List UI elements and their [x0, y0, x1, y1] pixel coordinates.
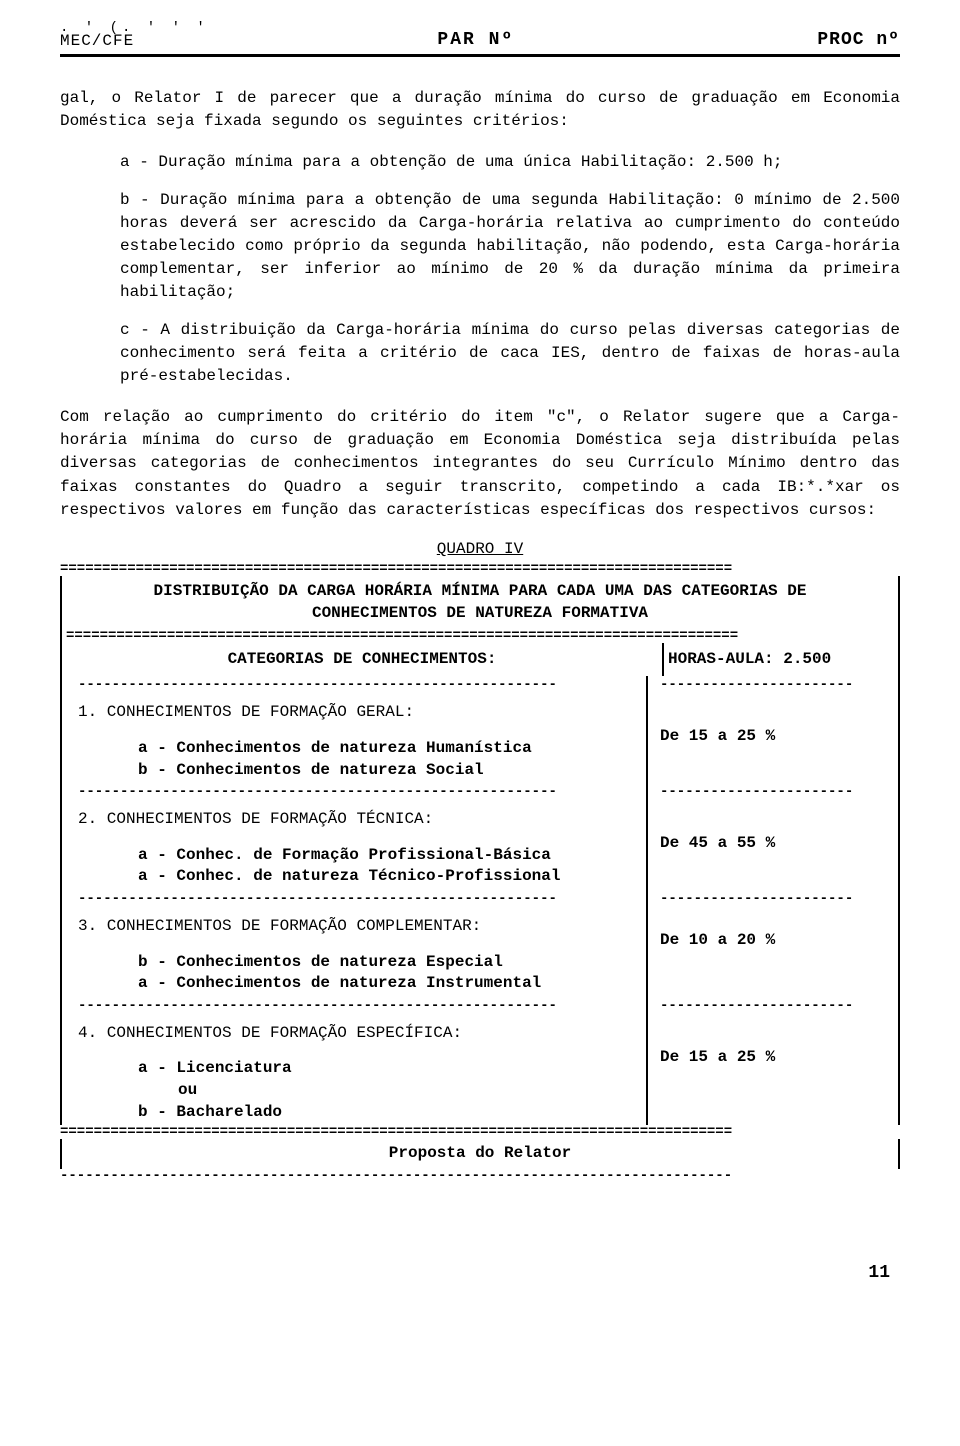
section-4: 4. CONHECIMENTOS DE FORMAÇÃO ESPECÍFICA:…: [60, 1015, 900, 1125]
section-3: 3. CONHECIMENTOS DE FORMAÇÃO COMPLEMENTA…: [60, 908, 900, 997]
section-3-a: b - Conhecimentos de natureza Especial: [78, 952, 638, 974]
separator-bottom-double: ========================================…: [60, 1125, 900, 1139]
table-title-line2: CONHECIMENTOS DE NATUREZA FORMATIVA: [312, 604, 648, 622]
separator-sec2: ----------------------------------------…: [60, 890, 900, 908]
separator-sec1: ----------------------------------------…: [60, 783, 900, 801]
proposta-row: Proposta do Relator: [60, 1139, 900, 1169]
separator-title-bottom: ========================================…: [60, 629, 900, 643]
header-left: MEC/CFE: [60, 32, 134, 50]
section-2-head: 2. CONHECIMENTOS DE FORMAÇÃO TÉCNICA:: [78, 803, 638, 835]
sep-left: ----------------------------------------…: [62, 676, 646, 694]
section-3-b: a - Conhecimentos de natureza Instrument…: [78, 973, 638, 995]
distribution-table: ========================================…: [60, 562, 900, 1183]
table-header-row: CATEGORIAS DE CONHECIMENTOS: HORAS-AULA:…: [60, 643, 900, 677]
section-1-a: a - Conhecimentos de natureza Humanístic…: [78, 738, 638, 760]
criteria-item-a: a - Duração mínima para a obtenção de um…: [120, 151, 900, 174]
separator-sec3: ----------------------------------------…: [60, 997, 900, 1015]
section-2-b: a - Conhec. de natureza Técnico-Profissi…: [78, 866, 638, 888]
sep-left-1: ----------------------------------------…: [62, 783, 646, 801]
table-title-line1: DISTRIBUIÇÃO DA CARGA HORÁRIA MÍNIMA PAR…: [154, 582, 807, 600]
paragraph-relacao: Com relação ao cumprimento do critério d…: [60, 406, 900, 522]
sep-left-2: ----------------------------------------…: [62, 890, 646, 908]
sep-right-1: -----------------------: [646, 783, 898, 801]
section-1-hours: De 15 a 25 %: [660, 696, 890, 748]
sep-left-3: ----------------------------------------…: [62, 997, 646, 1015]
criteria-item-b: b - Duração mínima para a obtenção de um…: [120, 189, 900, 305]
separator-header: ----------------------------------------…: [60, 676, 900, 694]
sep-right-3: -----------------------: [646, 997, 898, 1015]
section-4-head: 4. CONHECIMENTOS DE FORMAÇÃO ESPECÍFICA:: [78, 1017, 638, 1049]
criteria-item-c: c - A distribuição da Carga-horária míni…: [120, 319, 900, 389]
paragraph-intro: gal, o Relator I de parecer que a duraçã…: [60, 87, 900, 133]
page-number: 11: [60, 1263, 900, 1283]
separator-final: ----------------------------------------…: [60, 1169, 900, 1183]
section-4-a: a - Licenciatura: [78, 1058, 638, 1080]
section-2-hours: De 45 a 55 %: [660, 803, 890, 855]
section-1-b: b - Conhecimentos de natureza Social: [78, 760, 638, 782]
sep-right-2: -----------------------: [646, 890, 898, 908]
table-title: DISTRIBUIÇÃO DA CARGA HORÁRIA MÍNIMA PAR…: [60, 576, 900, 629]
section-4-ou: ou: [78, 1080, 638, 1102]
col-header-categories: CATEGORIAS DE CONHECIMENTOS:: [62, 643, 662, 677]
section-2: 2. CONHECIMENTOS DE FORMAÇÃO TÉCNICA: a …: [60, 801, 900, 890]
section-1: 1. CONHECIMENTOS DE FORMAÇÃO GERAL: a - …: [60, 694, 900, 783]
header-right: PROC nº: [817, 30, 900, 50]
section-4-hours: De 15 a 25 %: [660, 1017, 890, 1069]
section-2-a: a - Conhec. de Formação Profissional-Bás…: [78, 845, 638, 867]
separator-top: ========================================…: [60, 562, 900, 576]
sep-right: -----------------------: [646, 676, 898, 694]
section-4-b: b - Bacharelado: [78, 1102, 638, 1124]
section-3-hours: De 10 a 20 %: [660, 910, 890, 952]
quadro-title: QUADRO IV: [60, 540, 900, 558]
section-1-head: 1. CONHECIMENTOS DE FORMAÇÃO GERAL:: [78, 696, 638, 728]
col-header-hours: HORAS-AULA: 2.500: [662, 643, 898, 677]
header-center: PAR Nº: [437, 30, 514, 50]
section-3-head: 3. CONHECIMENTOS DE FORMAÇÃO COMPLEMENTA…: [78, 910, 638, 942]
criteria-list: a - Duração mínima para a obtenção de um…: [120, 151, 900, 388]
